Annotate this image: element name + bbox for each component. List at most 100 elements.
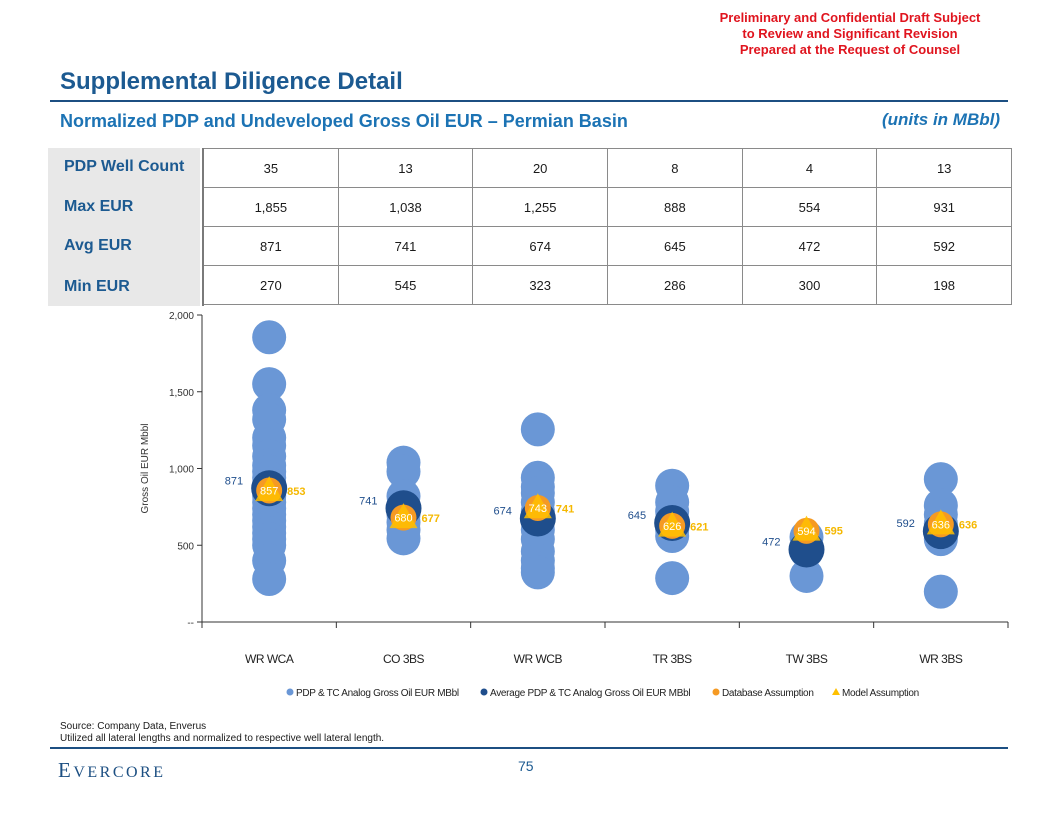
average-data-label: 592 (896, 518, 914, 530)
model-data-label: 853 (287, 486, 305, 498)
pdp-point (252, 562, 287, 597)
average-data-label: 871 (225, 475, 243, 487)
confidential-line-2: to Review and Significant Revision (742, 26, 958, 41)
legend-marker (480, 688, 488, 696)
methodology-note: Utilized all lateral lengths and normali… (60, 733, 385, 744)
pdp-point (655, 561, 690, 596)
y-tick-label: -- (187, 618, 194, 629)
database-data-label: 743 (529, 503, 547, 515)
stats-cell: 270 (204, 266, 339, 304)
stats-cell: 674 (473, 227, 609, 265)
stats-label-avg-eur: Avg EUR (64, 237, 132, 254)
stats-cell: 20 (473, 149, 609, 187)
stats-row-min-eur: 270 545 323 286 300 198 (204, 265, 1013, 305)
stats-row-max-eur: 1,855 1,038 1,255 888 554 931 (204, 187, 1013, 226)
pdp-point (386, 454, 421, 489)
stats-cell: 13 (877, 149, 1013, 187)
model-assumption-point (658, 511, 687, 537)
footer-divider (50, 747, 1008, 749)
page-title: Supplemental Diligence Detail (60, 68, 403, 95)
stats-cell: 286 (608, 266, 743, 304)
model-data-label: 677 (422, 513, 440, 525)
pdp-point (520, 555, 555, 590)
model-assumption-point (389, 503, 418, 529)
y-tick-label: 1,000 (169, 465, 194, 476)
stats-cell: 323 (473, 266, 609, 304)
stats-label-column: PDP Well Count Max EUR Avg EUR Min EUR (48, 148, 200, 306)
pdp-point (386, 521, 421, 556)
stats-cell: 871 (204, 227, 339, 265)
stats-cell: 592 (877, 227, 1013, 265)
stats-table: 35 13 20 8 4 13 1,855 1,038 1,255 888 55… (202, 148, 1013, 306)
stats-cell: 554 (743, 188, 878, 226)
confidential-line-3: Prepared at the Request of Counsel (739, 42, 961, 57)
database-data-label: 594 (797, 526, 815, 538)
pdp-point (923, 574, 958, 609)
model-assumption-point (792, 515, 821, 541)
average-data-label: 645 (628, 510, 646, 522)
units-note: (units in MBbl) (881, 110, 1000, 129)
stats-cell: 300 (743, 266, 878, 304)
pdp-point (789, 558, 824, 593)
stats-cell: 198 (877, 266, 1013, 304)
average-data-label: 674 (493, 506, 511, 518)
evercore-logo: EVERCORE (58, 758, 166, 782)
title-divider (50, 100, 1008, 102)
confidential-notice: Preliminary and Confidential Draft Subje… (690, 10, 1010, 58)
confidential-line-1: Preliminary and Confidential Draft Subje… (719, 10, 981, 25)
database-data-label: 680 (394, 513, 412, 525)
stats-cell: 888 (608, 188, 743, 226)
stats-cell: 8 (608, 149, 743, 187)
stats-cell: 931 (877, 188, 1013, 226)
x-tick-label: TW 3BS (786, 652, 828, 666)
legend-marker (832, 688, 840, 695)
model-data-label: 621 (690, 522, 708, 534)
stats-cell: 645 (608, 227, 743, 265)
database-data-label: 626 (663, 521, 681, 533)
stats-cell: 1,855 (204, 188, 339, 226)
model-data-label: 741 (556, 503, 574, 515)
model-assumption-point (926, 509, 955, 535)
model-data-label: 636 (959, 519, 977, 531)
pdp-point (923, 462, 958, 497)
y-tick-label: 2,000 (169, 311, 194, 322)
database-data-label: 636 (932, 519, 950, 531)
stats-cell: 13 (339, 149, 474, 187)
x-tick-label: WR WCA (245, 652, 294, 666)
y-axis-title: Gross Oil EUR Mbbl (140, 423, 151, 513)
y-tick-label: 1,500 (169, 388, 194, 399)
average-data-label: 741 (359, 495, 377, 507)
stats-cell: 35 (204, 149, 339, 187)
stats-label-well-count: PDP Well Count (64, 158, 185, 175)
stats-cell: 472 (743, 227, 878, 265)
stats-cell: 4 (743, 149, 878, 187)
database-data-label: 857 (260, 485, 278, 497)
pdp-point (520, 412, 555, 447)
model-assumption-point (523, 493, 552, 519)
legend-label: PDP & TC Analog Gross Oil EUR MBbl (296, 688, 459, 699)
pdp-point (252, 320, 287, 355)
stats-cell: 545 (339, 266, 474, 304)
x-tick-label: TR 3BS (653, 652, 693, 666)
x-tick-label: WR 3BS (919, 652, 963, 666)
legend-marker (712, 688, 720, 696)
pdp-point (252, 367, 287, 402)
legend-label: Average PDP & TC Analog Gross Oil EUR MB… (490, 688, 690, 699)
stats-label-max-eur: Max EUR (64, 198, 134, 215)
stats-label-min-eur: Min EUR (64, 278, 130, 295)
stats-row-well-count: 35 13 20 8 4 13 (204, 148, 1013, 187)
stats-cell: 741 (339, 227, 474, 265)
page-subtitle: Normalized PDP and Undeveloped Gross Oil… (60, 111, 628, 131)
legend-label: Database Assumption (722, 688, 814, 699)
legend-marker (286, 688, 294, 696)
x-tick-label: WR WCB (514, 652, 563, 666)
stats-cell: 1,255 (473, 188, 609, 226)
stats-cell: 1,038 (339, 188, 474, 226)
legend-label: Model Assumption (842, 688, 919, 699)
source-note: Source: Company Data, Enverus (60, 721, 207, 732)
y-tick-label: 500 (177, 541, 194, 552)
page-number: 75 (518, 758, 534, 774)
model-data-label: 595 (825, 526, 843, 538)
stats-row-avg-eur: 871 741 674 645 472 592 (204, 226, 1013, 265)
